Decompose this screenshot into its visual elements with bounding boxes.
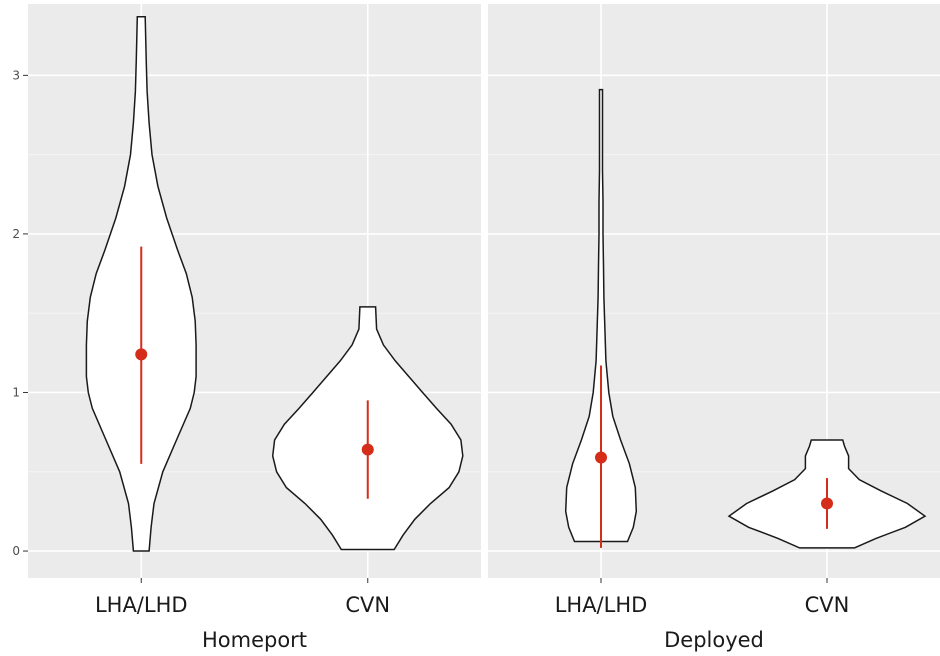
violin-group-cvn: [271, 306, 464, 551]
mean-point: [361, 443, 374, 456]
mean-point: [595, 451, 607, 464]
violin-group-cvn: [727, 439, 927, 549]
y-tick-label: 0: [12, 544, 20, 558]
violin-group-lha-lhd: [85, 15, 197, 552]
x-tick-label: LHA/LHD: [95, 593, 188, 617]
y-tick-label: 2: [12, 227, 20, 241]
x-tick-label: CVN: [345, 593, 390, 617]
y-tick-label: 1: [12, 385, 20, 399]
y-axis: 0 1 2 3: [12, 68, 28, 558]
x-tick-label: LHA/LHD: [555, 593, 648, 617]
panel-deployed: LHA/LHD CVN Deployed: [488, 4, 940, 652]
mean-point: [821, 497, 833, 510]
x-tick-label: CVN: [805, 593, 850, 617]
mean-point: [135, 348, 148, 361]
violin-shape: [564, 88, 638, 543]
panel-label: Homeport: [202, 628, 307, 652]
panel-homeport: LHA/LHD CVN Homeport: [28, 4, 481, 652]
violin-group-lha-lhd: [564, 88, 638, 548]
y-tick-label: 3: [12, 68, 20, 82]
panel-label: Deployed: [664, 628, 764, 652]
